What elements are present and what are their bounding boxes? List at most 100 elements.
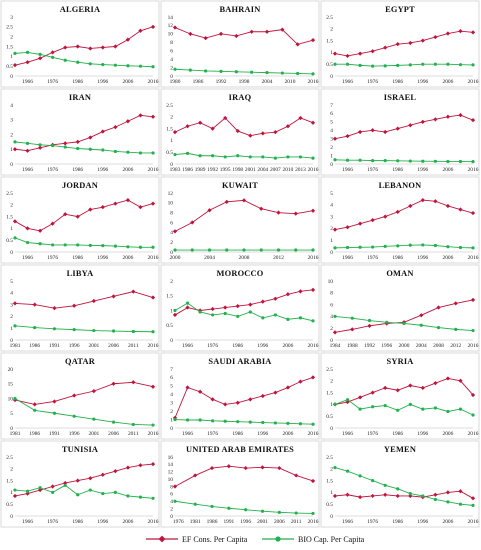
y-tick-label-yemen: 1.5 (326, 478, 333, 484)
y-tick-label-tunisia: 0.5 (6, 502, 13, 508)
ef-point-iran (113, 125, 118, 130)
ef-point-qatar (32, 402, 37, 407)
y-tick-label-yemen: 0.5 (326, 502, 333, 508)
x-tick-label-lebanon: 2016 (468, 255, 479, 261)
bio-point-yemen (333, 466, 337, 470)
ef-point-jordan (125, 197, 131, 203)
ef-point-algeria (37, 56, 43, 61)
x-tick-label-morocco: 1986 (232, 343, 243, 349)
x-tick-label-jordan: 1966 (22, 255, 33, 261)
y-tick-label-united-arab-emirates: 16 (168, 455, 174, 461)
panel-libya: LIBYA 0 1 2 3 4 5 1981 1986 1991 1996 2001 2006 2011 2… (0, 264, 160, 352)
bio-point-united-arab-emirates (193, 502, 197, 506)
x-tick-label-bahrain: 2016 (308, 79, 319, 85)
ef-line-algeria (14, 26, 154, 66)
bio-point-israel (383, 159, 387, 163)
y-tick-label-bahrain: 0 (170, 74, 173, 80)
x-tick-label-algeria: 2006 (123, 79, 134, 85)
panel-syria: SYRIA 0 0.5 1 1.5 2 2.5 1966 1976 1986 1996 2006 201… (320, 352, 480, 440)
ef-point-algeria (88, 46, 93, 51)
x-tick-label-lebanon: 1966 (342, 255, 353, 261)
ef-point-morocco (298, 289, 303, 294)
ef-point-algeria (63, 45, 68, 50)
x-tick-label-oman: 2008 (433, 343, 444, 349)
bio-point-egypt (421, 62, 425, 66)
bio-point-lebanon (458, 245, 463, 250)
bio-point-syria (333, 402, 337, 406)
y-tick-label-lebanon: 0 (330, 250, 333, 256)
y-tick-label-saudi-arabia: 0 (170, 426, 173, 432)
y-tick-label-morocco: 1 (170, 308, 173, 314)
ef-point-tunisia (125, 465, 131, 470)
bio-point-oman (333, 314, 337, 318)
x-tick-label-jordan: 1976 (47, 255, 58, 261)
ef-point-kuwait (310, 208, 316, 213)
x-tick-label-oman: 1996 (381, 343, 392, 349)
y-tick-label-lebanon: 4 (330, 203, 333, 209)
x-tick-label-jordan: 2016 (148, 255, 159, 261)
bio-point-egypt (371, 64, 375, 68)
bio-point-qatar (52, 411, 57, 415)
ef-point-saudi-arabia (285, 385, 291, 390)
x-tick-label-israel: 2006 (443, 167, 454, 173)
y-tick-label-algeria: 2 (10, 34, 13, 40)
bio-point-united-arab-emirates (277, 510, 281, 514)
bio-point-united-arab-emirates (244, 508, 248, 512)
bio-point-iran (88, 147, 92, 151)
y-tick-label-algeria: 1 (10, 54, 13, 60)
x-tick-label-jordan: 2006 (123, 255, 134, 261)
bio-point-syria (458, 407, 463, 411)
bio-point-israel (371, 159, 375, 163)
x-tick-label-bahrain: 1980 (170, 79, 181, 85)
bio-point-oman (350, 316, 354, 320)
ef-point-jordan (138, 205, 143, 210)
ef-line-tunisia (14, 463, 154, 497)
bio-point-syria (408, 402, 412, 406)
x-tick-label-syria: 1976 (367, 431, 378, 437)
x-tick-label-saudi-arabia: 2016 (308, 431, 319, 437)
y-tick-label-algeria: 0.5 (6, 64, 13, 70)
ef-point-saudi-arabia (210, 397, 215, 402)
y-tick-label-united-arab-emirates: 4 (170, 499, 173, 505)
panel-title-morocco: MOROCCO (217, 269, 264, 278)
bio-point-libya (33, 326, 37, 330)
x-tick-label-libya: 2006 (108, 343, 119, 349)
bio-point-algeria (13, 51, 17, 55)
x-tick-label-bahrain: 1998 (239, 79, 250, 85)
bio-point-qatar (131, 422, 135, 427)
y-tick-label-lebanon: 2 (330, 226, 333, 232)
ef-line-egypt (334, 30, 474, 57)
bio-point-saudi-arabia (211, 419, 215, 423)
x-tick-label-united-arab-emirates: 1996 (240, 519, 251, 525)
y-tick-label-qatar: 0 (10, 426, 13, 432)
ef-point-jordan (88, 207, 93, 212)
bio-point-yemen (383, 483, 387, 487)
x-tick-label-united-arab-emirates: 2001 (257, 519, 268, 525)
bio-point-yemen (396, 487, 400, 491)
x-tick-label-morocco: 1996 (257, 343, 268, 349)
bio-point-iraq (185, 151, 190, 155)
y-tick-label-tunisia: 0 (10, 514, 13, 520)
ef-line-lebanon (334, 199, 474, 231)
x-tick-label-united-arab-emirates: 1986 (207, 519, 218, 525)
ef-line-saudi-arabia (174, 377, 314, 419)
x-tick-label-iran: 1966 (22, 167, 33, 173)
x-tick-label-israel: 1986 (392, 167, 403, 173)
ef-point-saudi-arabia (185, 385, 190, 390)
ef-point-iran (88, 135, 93, 140)
x-tick-label-iraq: 1995 (220, 167, 231, 173)
y-tick-label-saudi-arabia: 4 (170, 392, 173, 398)
x-tick-label-oman: 2016 (468, 343, 479, 349)
ef-point-kuwait (241, 198, 247, 203)
bio-point-morocco (311, 319, 315, 323)
ef-point-morocco (185, 305, 190, 310)
ef-point-lebanon (470, 210, 476, 216)
y-tick-label-iran: 4 (10, 103, 13, 109)
x-tick-label-lebanon: 2006 (443, 255, 454, 261)
y-tick-label-iran: 2 (10, 132, 13, 138)
y-tick-label-tunisia: 1.5 (6, 478, 13, 484)
bio-point-tunisia (38, 486, 42, 490)
bio-point-israel (446, 159, 450, 164)
ef-point-egypt (420, 38, 425, 43)
y-tick-label-israel: 4 (330, 128, 333, 134)
